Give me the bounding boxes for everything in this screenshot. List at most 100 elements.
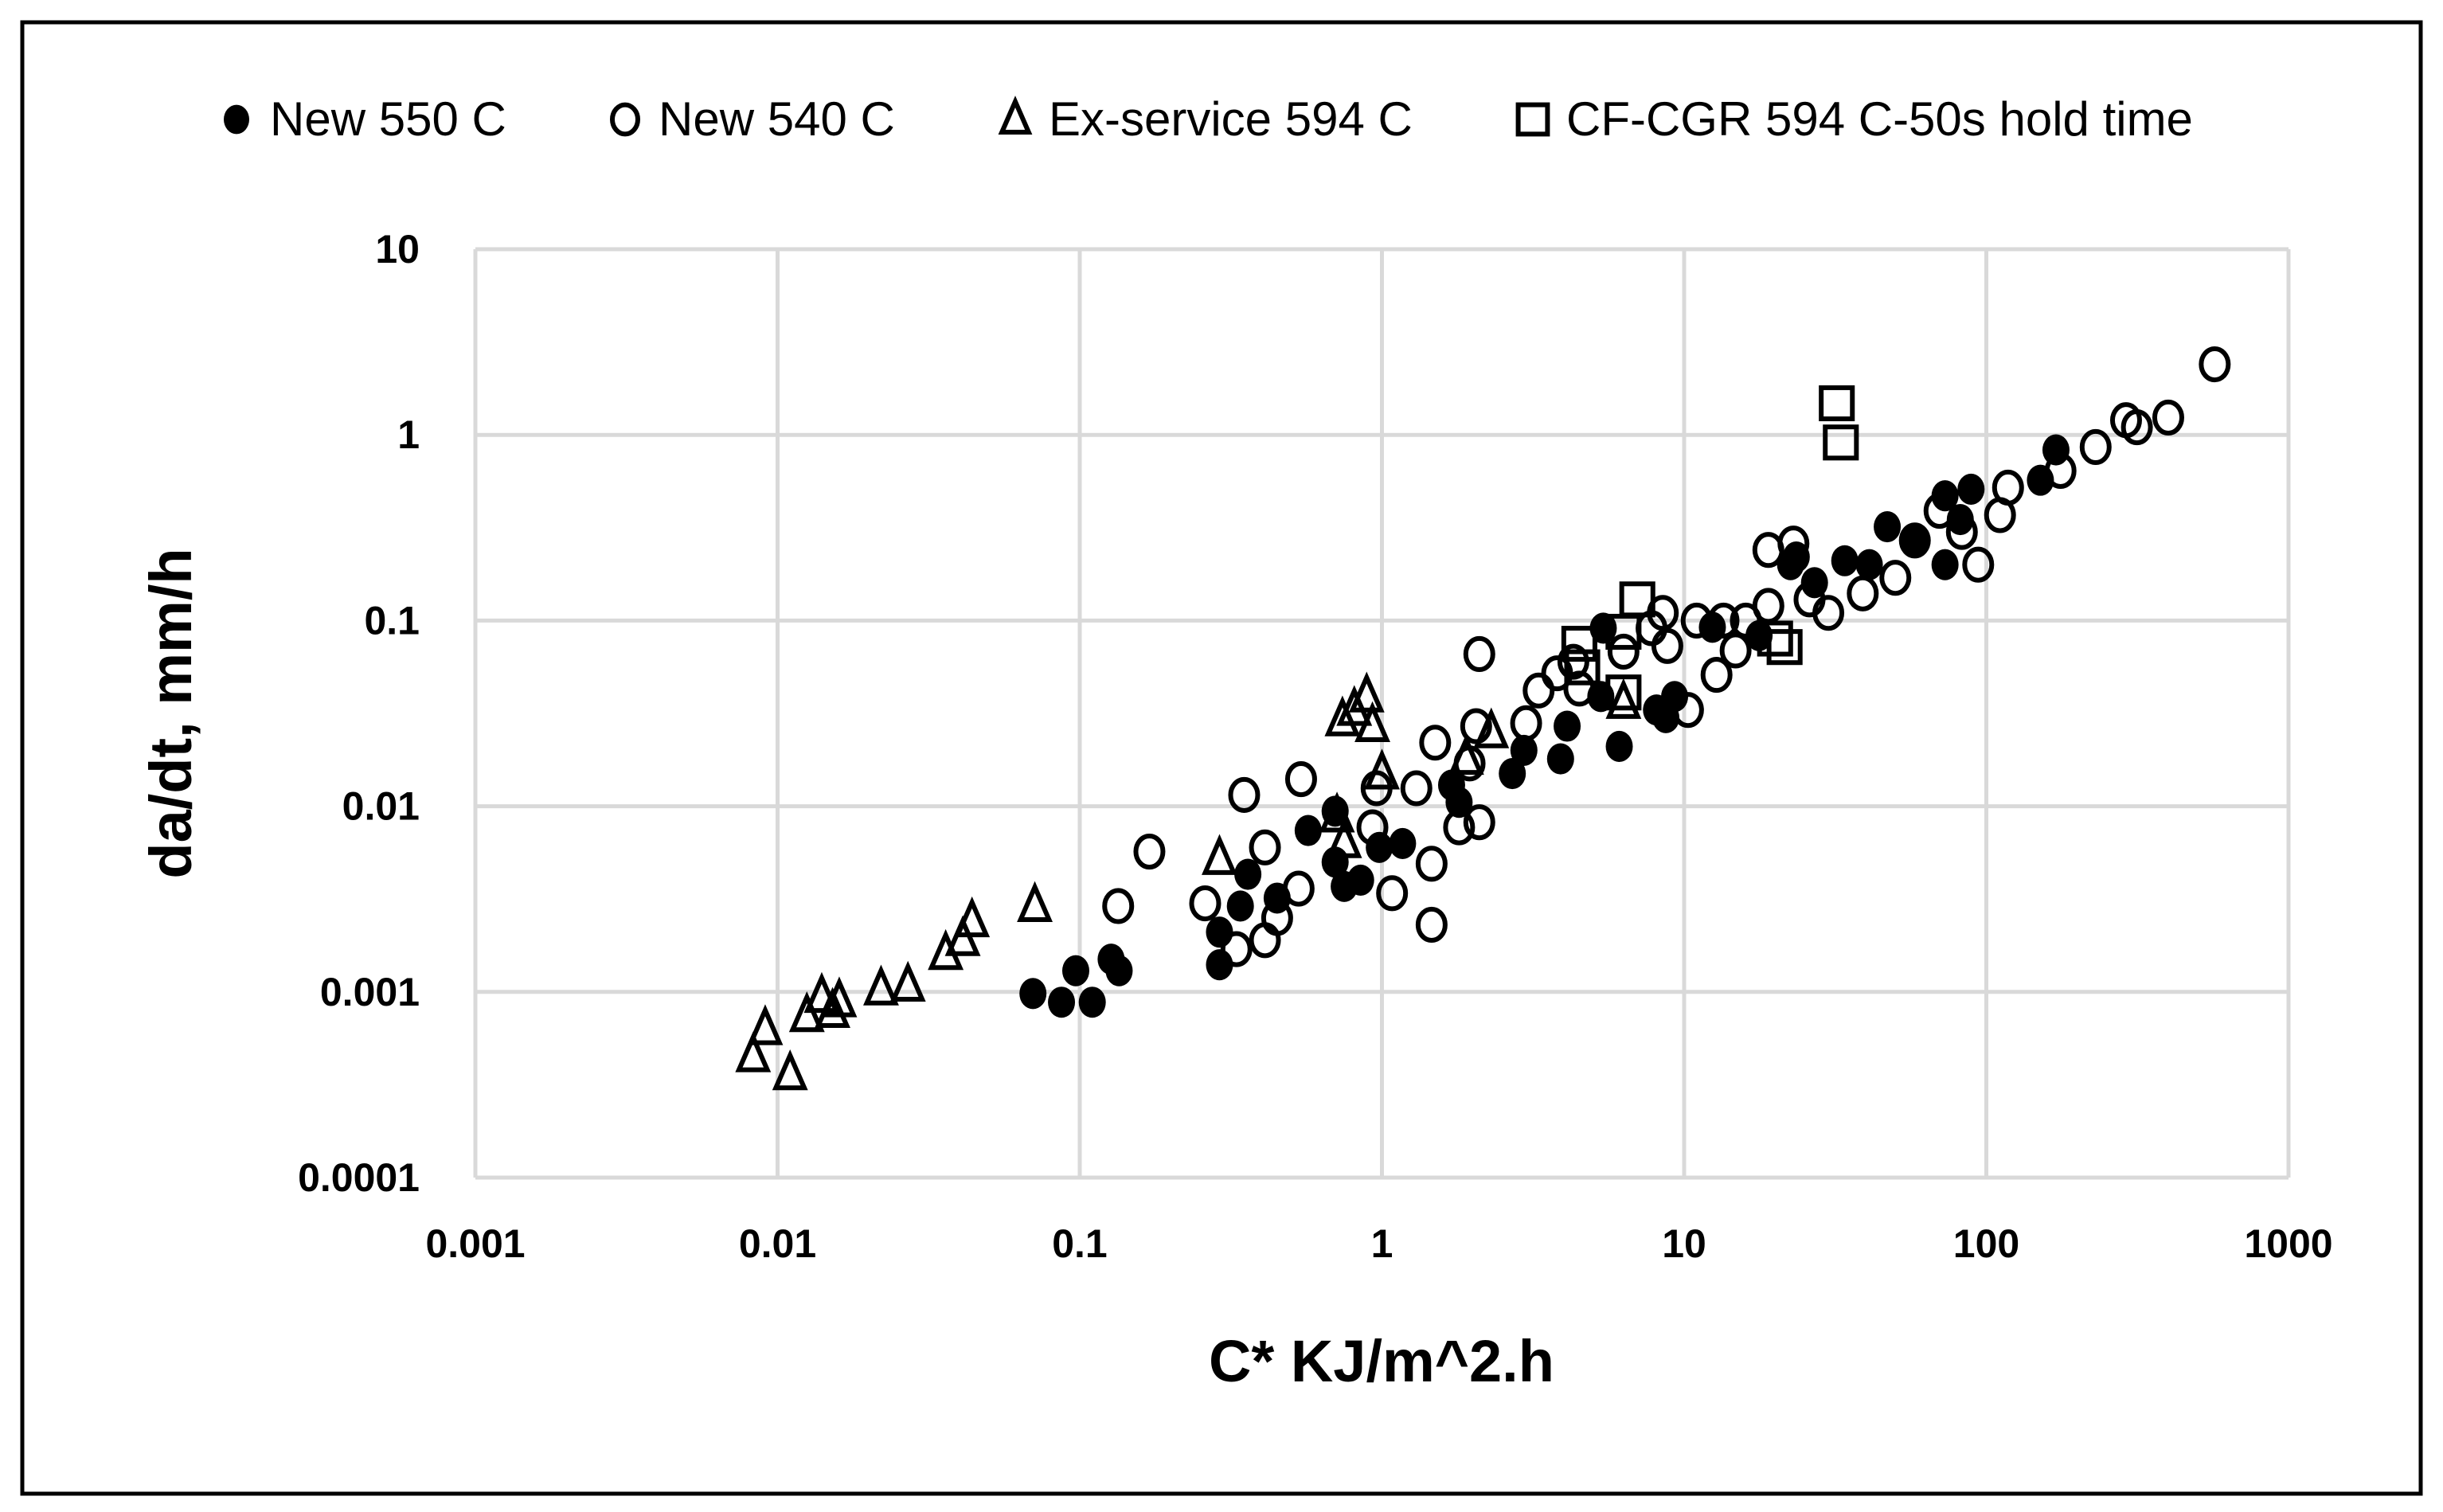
- data-point: [1443, 809, 1476, 846]
- data-point: [1823, 424, 1859, 461]
- data-point: [1831, 545, 1859, 576]
- data-point: [1448, 733, 1484, 776]
- data-point: [1819, 385, 1855, 422]
- data-point: [2199, 346, 2231, 383]
- legend-item: CF-CGR 594 C-50s hold time: [1515, 92, 2193, 146]
- data-point: [1651, 627, 1683, 664]
- x-tick-label: 0.1: [1052, 1221, 1108, 1266]
- data-point: [1510, 705, 1542, 741]
- data-point: [788, 991, 825, 1033]
- data-point: [1707, 602, 1740, 639]
- data-point: [1364, 748, 1400, 790]
- data-point: [1605, 730, 1633, 763]
- x-tick-label: 1000: [2244, 1221, 2332, 1266]
- data-point: [1102, 888, 1135, 924]
- legend: New 550 C New 540 C Ex-service 594 C CF-CGR…: [224, 92, 2193, 146]
- data-point: [1234, 858, 1262, 890]
- data-point: [1546, 743, 1574, 775]
- legend-marker-open-circle: [610, 102, 640, 137]
- data-point: [1336, 685, 1373, 726]
- data-point: [1400, 770, 1433, 807]
- data-point: [1347, 864, 1374, 896]
- data-point: [1282, 870, 1315, 907]
- data-point: [1376, 875, 1409, 912]
- data-point: [1463, 804, 1495, 841]
- y-tick-label: 10: [375, 227, 420, 272]
- data-point: [1419, 725, 1452, 761]
- legend-item: New 550 C: [224, 92, 506, 146]
- data-point: [735, 1031, 772, 1072]
- legend-label: New 550 C: [270, 92, 506, 146]
- legend-label: New 540 C: [659, 92, 895, 146]
- data-point: [1757, 620, 1793, 657]
- data-point: [863, 964, 899, 1006]
- data-point: [1992, 469, 2024, 506]
- data-point: [1048, 987, 1076, 1018]
- data-point: [2152, 399, 2184, 436]
- data-point: [1228, 776, 1261, 813]
- y-tick-label: 0.01: [342, 784, 420, 829]
- data-point: [1957, 473, 1985, 505]
- data-point: [1777, 525, 1810, 562]
- data-point: [1284, 760, 1317, 798]
- data-point: [1564, 649, 1601, 686]
- data-point: [1874, 511, 1902, 543]
- data-point: [1249, 829, 1281, 865]
- data-point: [889, 960, 926, 1002]
- series-ex-service-594-c: [735, 671, 1642, 1091]
- data-point: [1389, 827, 1417, 859]
- y-axis-title: da/dt, mm/h: [138, 548, 204, 878]
- data-point: [1319, 791, 1355, 833]
- data-point: [1189, 885, 1222, 922]
- data-point: [821, 976, 858, 1018]
- data-point: [2044, 452, 2077, 489]
- series-cf-cgr-594-c-50s-hold-time: [1561, 385, 1859, 711]
- data-point: [954, 896, 991, 938]
- data-point: [1348, 671, 1385, 713]
- data-point: [1541, 655, 1573, 692]
- series-new-540-c: [1102, 346, 2231, 967]
- y-tick-label: 1: [397, 412, 420, 457]
- tick-labels: 0.001 0.01 0.1 1 10 100 10000.00010.0010.010.1…: [298, 227, 2333, 1266]
- data-point: [772, 1049, 808, 1091]
- data-point: [1133, 833, 1166, 870]
- x-tick-label: 100: [1953, 1221, 2019, 1266]
- data-point: [1324, 695, 1361, 736]
- data-point: [1554, 710, 1581, 742]
- data-point: [1510, 734, 1538, 766]
- data-point: [1326, 817, 1362, 858]
- data-point: [1605, 613, 1642, 651]
- data-point: [1923, 493, 1956, 529]
- data-point: [1700, 657, 1733, 693]
- chart-frame: [20, 20, 2423, 1496]
- data-point: [1078, 987, 1106, 1018]
- data-point: [1499, 757, 1526, 790]
- legend-marker-filled-circle: [224, 104, 249, 135]
- data-point: [1354, 701, 1390, 743]
- legend-marker-open-square: [1515, 102, 1550, 137]
- data-point: [1356, 809, 1389, 846]
- data-point: [1261, 900, 1293, 936]
- data-point: [1563, 670, 1596, 707]
- legend-item: New 540 C: [610, 92, 895, 146]
- data-point: [2079, 428, 2112, 466]
- legend-marker-open-triangle: [998, 96, 1033, 135]
- data-point: [1415, 846, 1448, 882]
- data-point: [803, 971, 840, 1014]
- grid: [473, 247, 2291, 1180]
- data-point: [1366, 831, 1393, 863]
- data-point: [1226, 890, 1254, 922]
- data-point: [1445, 787, 1473, 819]
- legend-item: Ex-service 594 C: [998, 92, 1413, 146]
- data-point: [1607, 633, 1640, 670]
- data-point: [1879, 560, 1912, 596]
- data-point: [1766, 629, 1803, 666]
- data-point: [1855, 549, 1883, 580]
- data-point: [1962, 546, 1995, 583]
- data-point: [1605, 678, 1642, 719]
- data-point: [1415, 906, 1448, 943]
- data-point: [1061, 955, 1089, 987]
- data-point: [1463, 635, 1495, 673]
- x-tick-label: 0.001: [425, 1221, 525, 1266]
